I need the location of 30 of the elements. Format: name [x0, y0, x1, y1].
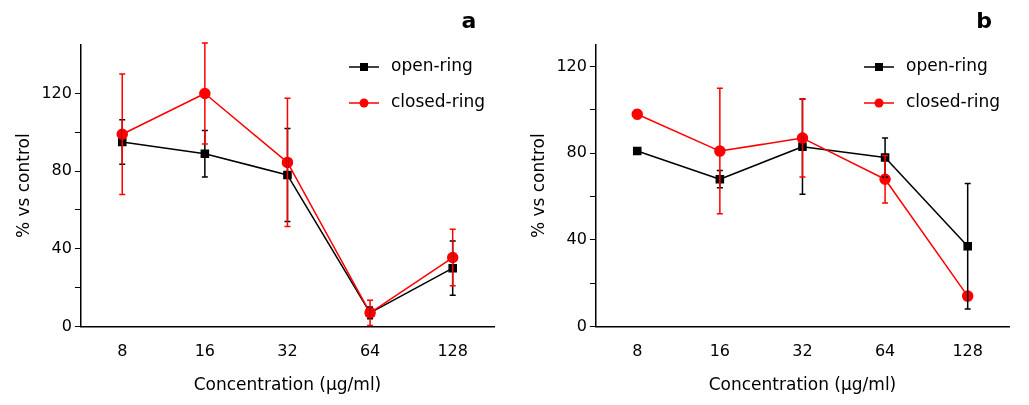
- x-tick-label: 128: [952, 341, 983, 361]
- x-tick-label: 32: [792, 341, 813, 361]
- legend-label: closed-ring: [906, 91, 1000, 112]
- y-tick-label: 120: [41, 82, 72, 102]
- point: [632, 146, 642, 156]
- point: [963, 242, 972, 251]
- y-tick-label: 40: [566, 228, 587, 248]
- x-tick-label: 64: [359, 341, 381, 361]
- y-tick-label: 80: [566, 142, 587, 162]
- chart-title: a: [461, 7, 477, 33]
- chart-title: b: [976, 7, 992, 33]
- y-tick-label: 80: [51, 160, 72, 180]
- x-tick-label: 16: [709, 341, 731, 361]
- y-tick-label: 120: [556, 55, 587, 75]
- legend-label: closed-ring: [391, 91, 485, 112]
- x-tick-label: 16: [194, 341, 216, 361]
- x-tick-label: 128: [437, 341, 468, 361]
- x-tick-label: 8: [632, 341, 643, 361]
- y-tick-label: 40: [51, 237, 72, 257]
- y-axis-title: % vs control: [527, 133, 548, 239]
- y-axis-title: % vs control: [12, 133, 33, 239]
- x-tick-label: 8: [117, 341, 128, 361]
- legend-label: open-ring: [906, 55, 988, 76]
- y-tick-label: 0: [576, 315, 587, 335]
- x-tick-label: 64: [874, 341, 896, 361]
- x-axis-title: Concentration (µg/ml): [193, 374, 382, 395]
- x-tick-label: 32: [277, 341, 298, 361]
- x-axis-title: Concentration (µg/ml): [708, 374, 897, 395]
- legend-label: open-ring: [391, 55, 473, 76]
- y-tick-label: 0: [61, 315, 72, 335]
